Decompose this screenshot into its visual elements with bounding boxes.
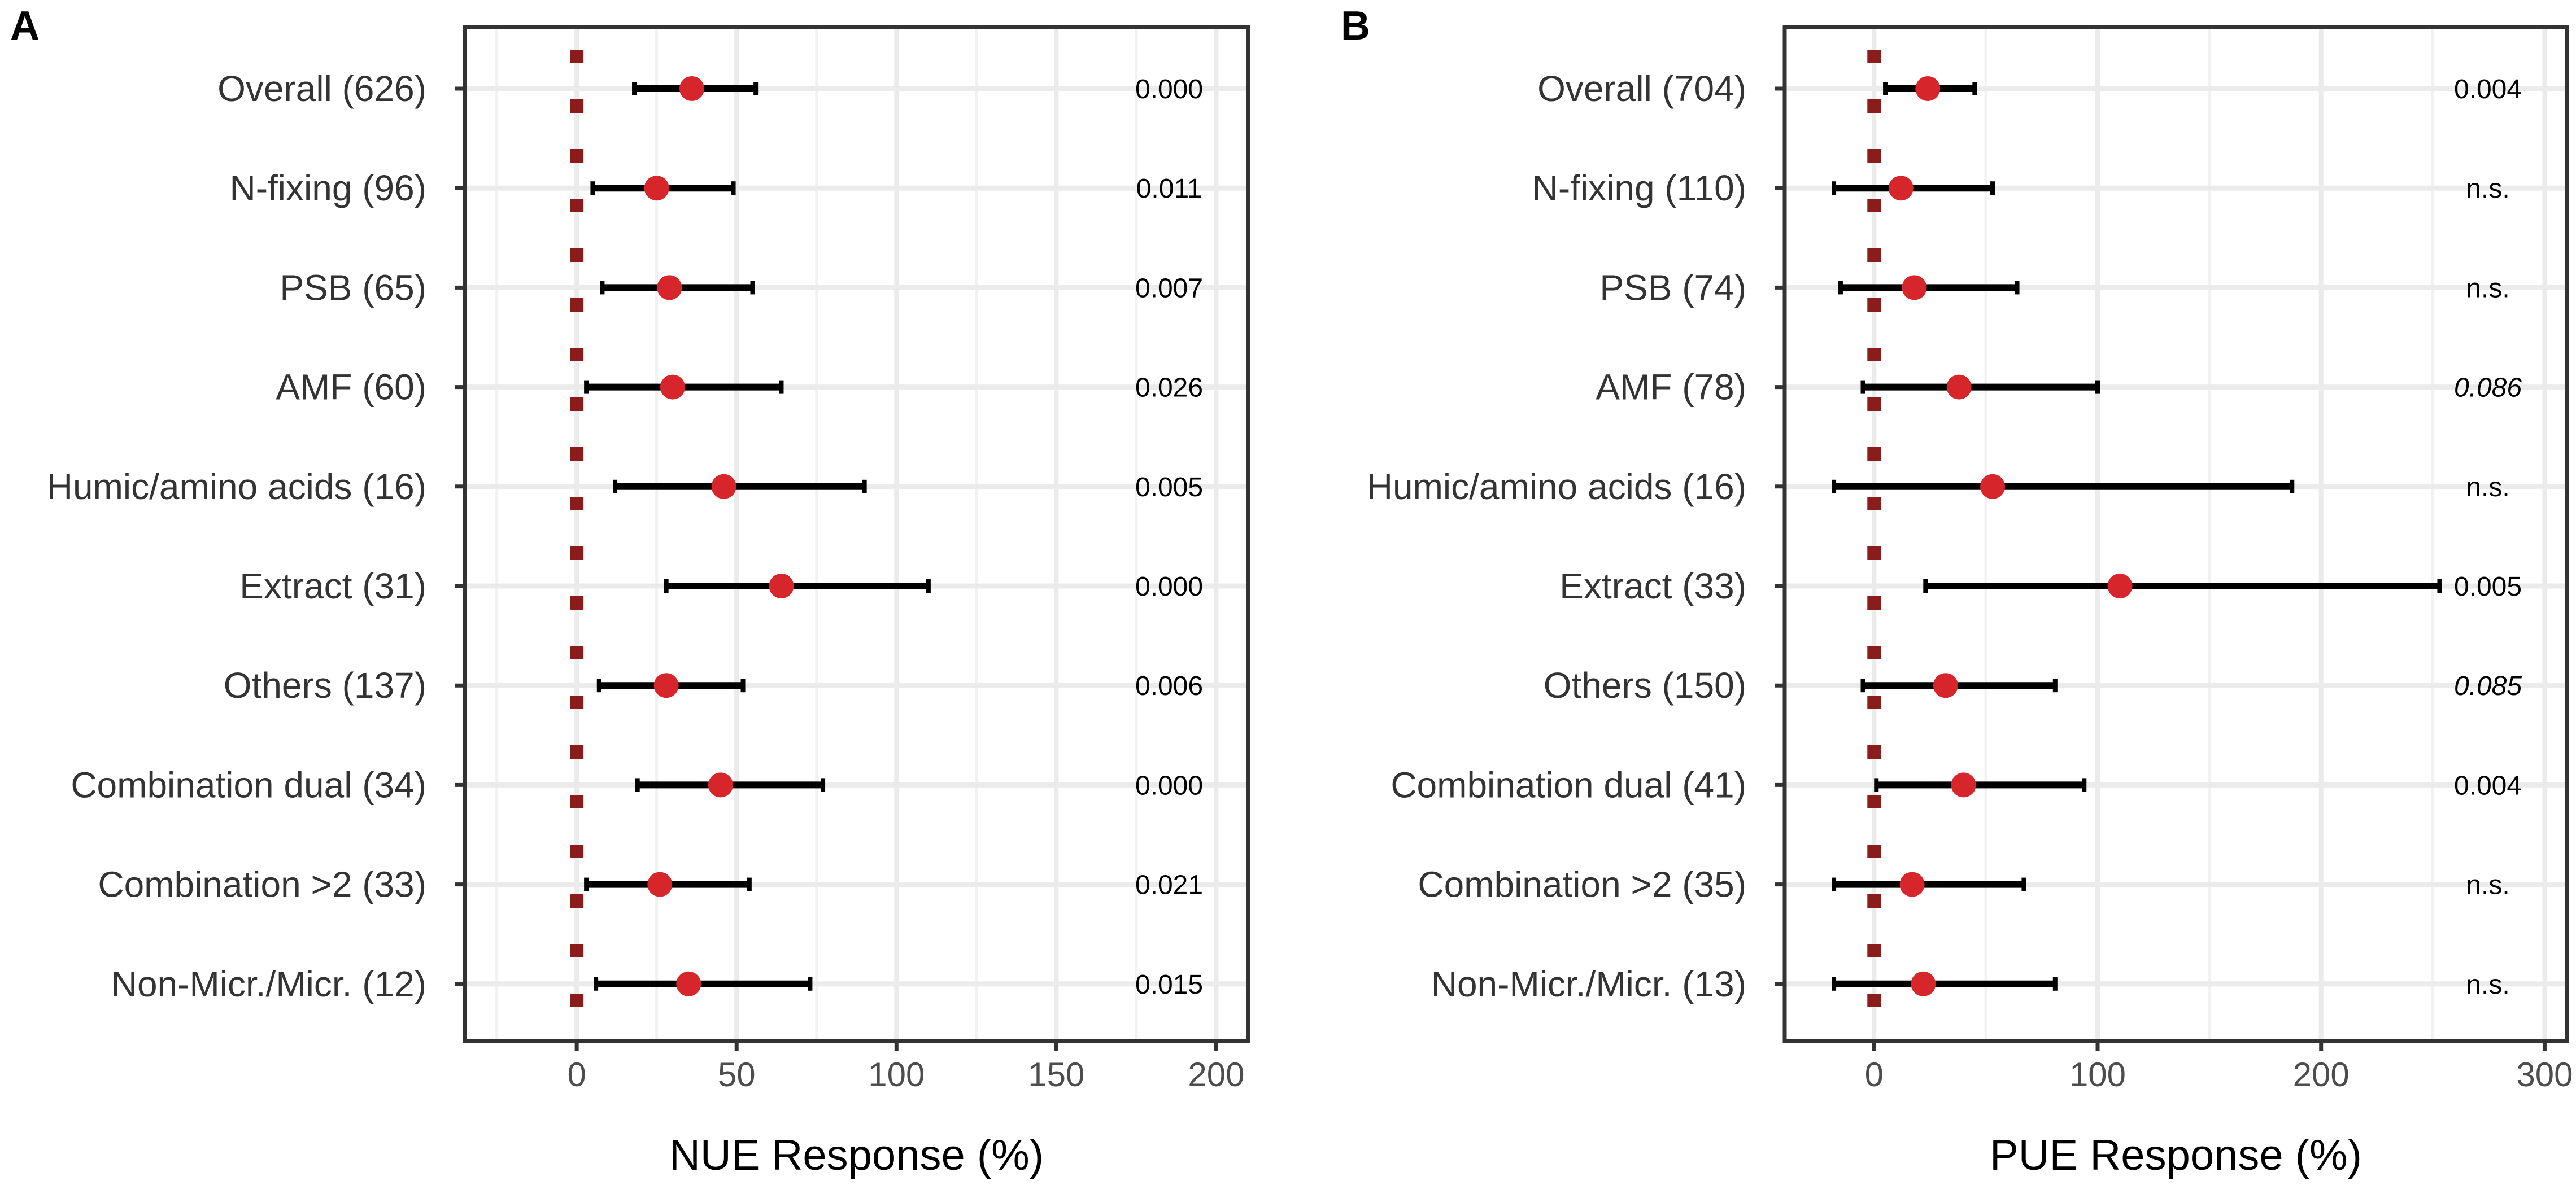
p-value: 0.004 (2454, 75, 2522, 104)
point-estimate (1911, 971, 1936, 996)
category-label: Combination dual (41) (1391, 764, 1746, 805)
panel-A-background (465, 27, 1248, 1041)
point-estimate (657, 275, 682, 300)
category-label: Combination >2 (35) (1418, 864, 1746, 905)
p-value: 0.006 (1135, 671, 1203, 701)
panel-letter: A (10, 3, 40, 49)
point-estimate (1902, 275, 1927, 300)
p-value: 0.011 (1136, 174, 1202, 204)
point-estimate (1946, 374, 1972, 400)
category-label: Combination >2 (33) (98, 864, 426, 905)
point-estimate (644, 176, 669, 201)
category-label: AMF (60) (276, 367, 426, 408)
p-value: 0.026 (1135, 373, 1203, 403)
point-estimate (1933, 673, 1958, 698)
p-value: n.s. (2466, 473, 2509, 502)
category-label: Extract (31) (239, 566, 426, 606)
category-label: AMF (78) (1596, 367, 1746, 408)
p-value: n.s. (2466, 970, 2509, 1000)
p-value: 0.000 (1135, 572, 1203, 602)
point-estimate (1899, 872, 1925, 897)
x-tick-label: 300 (2516, 1056, 2573, 1094)
x-tick-label: 0 (567, 1056, 586, 1094)
point-estimate (1915, 76, 1941, 101)
point-estimate (711, 474, 736, 499)
x-tick-label: 50 (718, 1056, 756, 1094)
category-label: Extract (33) (1559, 566, 1746, 606)
panel-B-frame (1782, 25, 2569, 1043)
panel-A-frame (463, 25, 1250, 1043)
x-tick-label: 100 (2069, 1056, 2126, 1094)
p-value: n.s. (2466, 871, 2509, 900)
category-label: PSB (74) (1599, 267, 1746, 308)
category-label: PSB (65) (280, 267, 426, 308)
point-estimate (1888, 176, 1914, 201)
category-label: Non-Micr./Micr. (13) (1431, 964, 1746, 1004)
x-axis-title: PUE Response (%) (1990, 1131, 2362, 1179)
p-value: 0.000 (1135, 771, 1203, 801)
p-value: 0.000 (1135, 75, 1203, 104)
category-label: Others (137) (224, 665, 426, 706)
p-value: 0.005 (2454, 572, 2522, 602)
p-value: n.s. (2466, 174, 2509, 204)
category-label: Non-Micr./Micr. (12) (111, 964, 426, 1004)
p-value: 0.004 (2454, 771, 2522, 801)
category-label: N-fixing (110) (1532, 168, 1746, 208)
point-estimate (676, 971, 701, 996)
point-estimate (1980, 474, 2006, 499)
point-estimate (660, 374, 685, 400)
x-tick-label: 100 (868, 1056, 925, 1094)
point-estimate (769, 574, 794, 598)
p-value: 0.005 (1135, 473, 1203, 502)
x-tick-label: 0 (1865, 1056, 1884, 1094)
category-label: Overall (626) (217, 68, 426, 109)
point-estimate (653, 673, 679, 698)
category-label: Humic/amino acids (16) (47, 466, 426, 507)
point-estimate (647, 872, 673, 897)
p-value: n.s. (2466, 273, 2509, 303)
p-value: 0.086 (2454, 373, 2522, 403)
panel-letter: B (1341, 3, 1370, 49)
category-label: Others (150) (1544, 665, 1746, 706)
p-value: 0.015 (1135, 970, 1203, 1000)
panel-B-background (1785, 27, 2567, 1041)
category-label: Combination dual (34) (71, 764, 426, 805)
point-estimate (1951, 772, 1976, 798)
category-label: Humic/amino acids (16) (1367, 466, 1746, 507)
x-axis-title: NUE Response (%) (669, 1131, 1044, 1179)
p-value: 0.021 (1135, 871, 1203, 900)
p-value: 0.085 (2454, 671, 2522, 701)
x-tick-label: 200 (1188, 1056, 1244, 1094)
point-estimate (2107, 574, 2133, 598)
p-value: 0.007 (1135, 273, 1203, 303)
point-estimate (679, 76, 704, 101)
category-label: Overall (704) (1537, 68, 1746, 109)
category-label: N-fixing (96) (229, 168, 426, 208)
x-tick-label: 200 (2293, 1056, 2350, 1094)
point-estimate (708, 772, 733, 798)
x-tick-label: 150 (1028, 1056, 1084, 1094)
